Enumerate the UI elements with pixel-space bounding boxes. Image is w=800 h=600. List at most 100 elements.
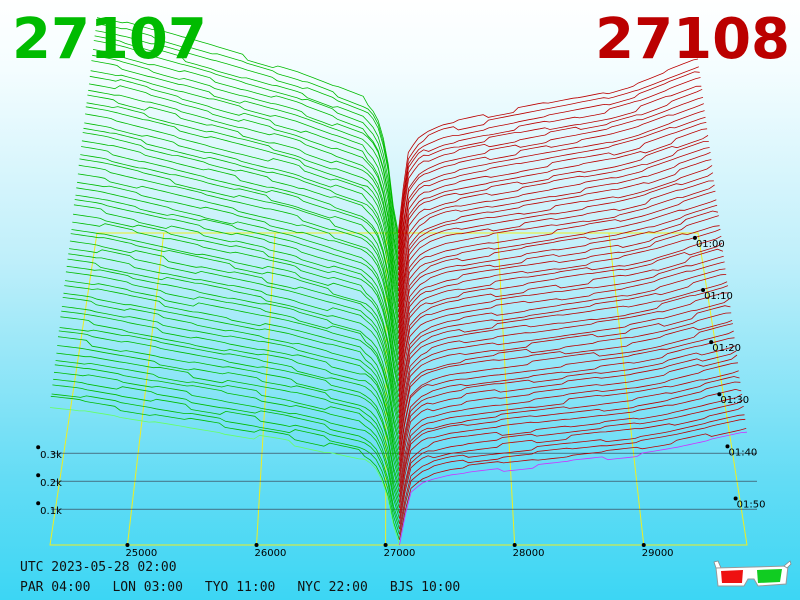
ask-depth-line [398,110,705,276]
ask-depth-line [398,285,729,424]
bid-depth-line [88,83,399,286]
x-tick-label: 28000 [513,548,545,559]
ask-depth-line [398,122,707,286]
depth-series [49,17,748,546]
bid-depth-line [90,70,399,276]
ask-depth-line [399,428,747,540]
ask-depth-line [398,323,733,456]
ask-depth-line [398,242,723,387]
ask-depth-line [398,350,737,477]
bid-depth-line [65,271,400,440]
price-gridline [256,232,276,546]
city-time: BJS 10:00 [389,580,461,595]
ask-depth-line [398,215,719,366]
bid-depth-line [85,113,399,313]
ask-depth-line [398,85,702,255]
bid-depth-line [89,75,399,281]
x-tick-label: 27000 [384,548,416,559]
ask-depth-line [398,190,716,345]
bid-depth-line [58,330,400,487]
bid-depth-line [85,106,399,308]
utc-time: UTC 2023-05-28 02:00 [20,560,177,575]
ask-depth-line [398,330,734,461]
ask-depth-line [398,159,712,318]
ask-depth-line [398,298,730,434]
time-tick-label: 01:40 [728,447,757,458]
bid-depth-line [82,132,400,329]
depth-tick-label: 0.1k [40,506,62,517]
bid-depth-line [69,248,400,419]
ask-depth-line [398,388,742,509]
time-tick-label: 01:00 [696,239,725,250]
ask-depth-line [398,172,714,329]
ask-depth-line [398,235,722,382]
ask-depth-line [398,312,732,445]
bid-depth-line [70,233,400,408]
ask-depth-line [399,414,745,530]
time-tick [709,340,714,345]
time-tick-label: 01:30 [720,395,749,406]
ask-depth-line [398,97,704,265]
bid-depth-line [91,60,399,271]
depth-tick-label: 0.3k [40,450,62,461]
bid-depth-line [61,306,400,466]
bid-depth-line [96,23,399,239]
bid-depth-line [55,360,400,509]
bid-depth-line [50,395,400,540]
ask-depth-line [399,431,748,546]
city-time: PAR 04:00 [20,580,91,595]
bid-depth-line [69,240,400,413]
bid-depth-line [53,371,400,519]
bid-depth-line [83,127,400,323]
bid-depth-line [66,265,400,435]
bid-depth-line [56,352,400,503]
ask-depth-line [398,199,717,350]
price-gridline [126,232,165,546]
bid-depth-line [84,122,399,318]
city-time: TYO 11:00 [204,580,276,595]
ask-depth-line [398,354,738,482]
bid-depth-line [57,336,400,493]
ask-depth-line [398,376,740,498]
3d-glasses-icon[interactable] [712,558,792,590]
ask-depth-line [398,255,724,397]
bid-depth-line [79,158,400,350]
ask-depth-line [398,147,710,308]
ask-depth-line [398,292,729,429]
bid-depth-line [54,364,400,514]
bid-depth-line [64,285,400,450]
x-tick-label: 29000 [642,548,674,559]
bid-depth-line [92,54,399,265]
ask-depth-line [398,165,713,323]
bid-depth-line [62,297,400,461]
price-tick [125,543,130,547]
ask-depth-line [399,405,744,524]
bid-depth-line [76,187,400,371]
depth-tick [36,473,41,478]
bid-price: 27107 [12,7,207,72]
bid-depth-line [77,181,400,366]
bid-depth-line [73,204,400,387]
ask-depth-line [398,274,727,413]
bid-depth-line [63,292,400,456]
depth-tick [36,501,41,506]
chart-labels: 25000 26000 27000 28000 29000 0.1k 0.2k 0.3k 01:… [36,235,766,559]
price-tick [254,543,259,547]
bid-depth-line [72,221,400,397]
time-tick [733,496,738,501]
bid-depth-line [65,280,400,445]
bid-depth-line [95,30,399,244]
ask-depth-line [398,88,703,260]
bid-depth-line [57,345,400,498]
bid-depth-line [96,17,399,234]
ask-depth-line [398,370,739,493]
time-tick [717,392,722,397]
time-tick-label: 01:50 [737,499,766,510]
city-time: LON 03:00 [112,580,183,595]
bid-depth-line [61,310,400,472]
ask-depth-line [397,58,699,234]
city-times: PAR 04:00 LON 03:00 TYO 11:00 NYC 22:00 BJS … [20,580,482,595]
time-tick [701,287,706,292]
ask-depth-line [398,66,699,239]
